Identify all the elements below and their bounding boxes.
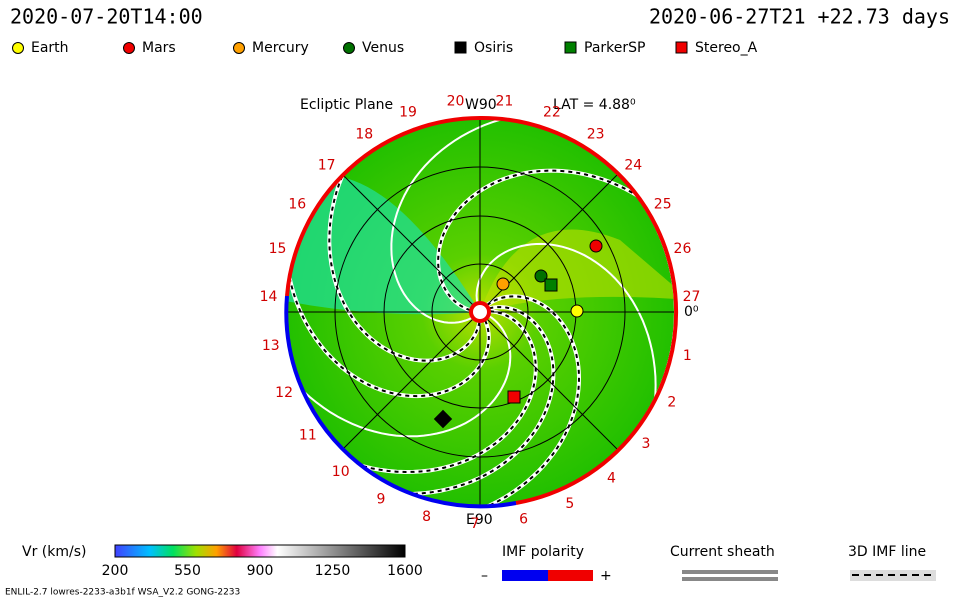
imf-neg [502,570,548,581]
field-line-dash [358,306,555,496]
colorbar-tick: 550 [174,563,201,579]
angle-label: 24 [624,158,642,174]
angle-label: 5 [565,496,574,512]
field-line-dash [311,310,537,474]
angle-label: 4 [607,470,616,486]
angle-label: 18 [355,126,373,142]
imf-pos [548,570,593,581]
zero: 0⁰ [684,304,699,320]
colorbar-tick: 900 [247,563,274,579]
angle-label: 11 [299,428,317,444]
legend-label: Mercury [252,40,309,56]
angle-label: 2 [667,394,676,410]
angle-label: 20 [447,93,465,109]
angle-label: 26 [674,241,692,257]
field-line-dash [437,169,674,312]
angle-label: 21 [495,93,513,109]
rim-blue [284,295,517,509]
footer: ENLIL-2.7 lowres-2233-a3b1f WSA_V2.2 GON… [5,588,240,598]
angle-label: 7 [470,516,479,532]
imf-minus: – [481,568,488,584]
field-line-dash [436,295,581,506]
legend-marker [564,41,577,54]
legend-marker [12,42,24,54]
plot-title: Ecliptic Plane [300,97,393,113]
angle-label: 23 [587,126,605,142]
e90: E90 [466,512,493,528]
angle-label: 17 [318,158,336,174]
rim-red [285,116,481,297]
field-line-dash [286,222,490,398]
colorbar-tick: 1600 [387,563,423,579]
imf-title: IMF polarity [502,544,584,560]
angle-label: 15 [269,241,287,257]
angle-label: 12 [275,385,293,401]
angle-label: 22 [543,105,561,121]
legend-marker [675,41,688,54]
angle-label: 10 [332,464,350,480]
w90: W90 [465,97,497,113]
legend-label: Mars [142,40,176,56]
angle-label: 9 [377,491,386,507]
angle-label: 16 [288,197,306,213]
angle-label: 14 [260,289,278,305]
sun [469,301,491,323]
legend-marker [343,42,355,54]
lat: LAT = 4.88⁰ [553,97,636,113]
sheath-title: Current sheath [670,544,775,560]
legend-label: Earth [31,40,69,56]
field-line-dash [328,127,481,362]
field-line [475,242,657,449]
angle-label: 6 [519,511,528,527]
colorbar-tick: 200 [102,563,129,579]
angle-label: 27 [683,289,701,305]
rim-red [479,115,679,505]
imf-plus: + [600,568,612,584]
colorbar-tick: 1250 [315,563,351,579]
bodies [433,239,603,429]
angle-label: 1 [683,348,692,364]
legend-label: Osiris [474,40,513,56]
legend-marker [454,41,467,54]
angle-label: 3 [642,436,651,452]
line3d-title: 3D IMF line [848,544,926,560]
legend-label: Stereo_A [695,40,758,56]
legend-label: ParkerSP [584,40,645,56]
legend: Earth Mars Mercury Venus Osiris ParkerSP Stere… [12,40,758,56]
run: 2020-06-27T21 +22.73 days [649,5,950,29]
legend-marker [123,42,135,54]
field-line [286,315,512,438]
angle-label: 25 [654,196,672,212]
angle-label: 13 [262,338,280,354]
legend-label: Venus [362,40,404,56]
legend-marker [233,42,245,54]
colorbar [114,544,406,558]
angle-label: 8 [422,509,431,525]
time: 2020-07-20T14:00 [10,5,203,29]
angle-label: 19 [399,105,417,121]
colorbar-label: Vr (km/s) [22,544,86,560]
field-line [390,118,556,324]
